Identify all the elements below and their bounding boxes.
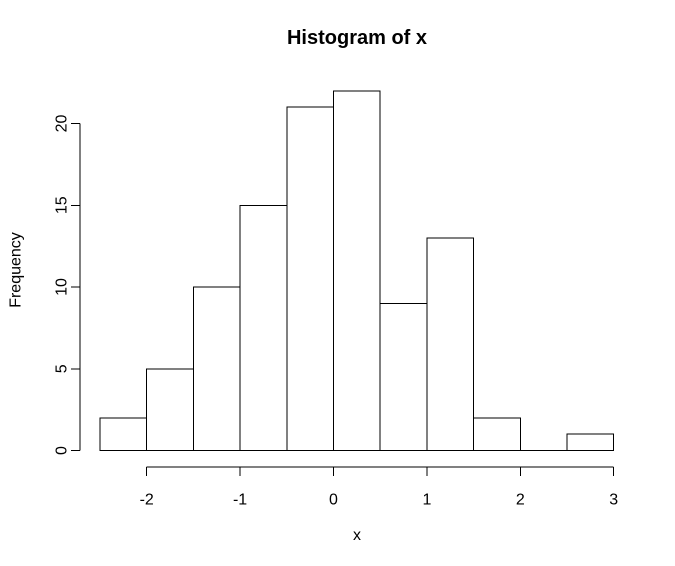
x-axis-tick-label: 1 bbox=[422, 492, 431, 509]
histogram-bar bbox=[99, 417, 148, 451]
x-axis-tick-label: -1 bbox=[233, 492, 247, 509]
histogram-bar bbox=[239, 204, 288, 451]
histogram-bar bbox=[566, 433, 615, 451]
x-axis-tick-label: -2 bbox=[140, 492, 154, 509]
histogram-bar bbox=[333, 90, 381, 451]
x-axis-tick-label: 3 bbox=[609, 492, 618, 509]
histogram-bar bbox=[146, 368, 194, 451]
histogram-bar bbox=[379, 302, 428, 451]
histogram-bar bbox=[426, 237, 475, 451]
y-axis-tick-label: 10 bbox=[54, 278, 71, 296]
y-axis-tick-label: 5 bbox=[54, 364, 71, 373]
y-axis-tick-label: 15 bbox=[54, 196, 71, 214]
histogram-bar bbox=[286, 106, 334, 451]
y-axis-tick-label: 0 bbox=[54, 446, 71, 455]
x-axis-title: x bbox=[353, 527, 361, 544]
x-axis-tick-label: 2 bbox=[516, 492, 525, 509]
y-axis-tick-label: 20 bbox=[54, 115, 71, 133]
histogram-bar bbox=[473, 417, 521, 451]
y-axis-title: Frequency bbox=[7, 232, 25, 308]
chart-title: Histogram of x bbox=[286, 27, 428, 49]
x-axis-tick-label: 0 bbox=[329, 492, 338, 509]
histogram-bar bbox=[192, 286, 241, 451]
